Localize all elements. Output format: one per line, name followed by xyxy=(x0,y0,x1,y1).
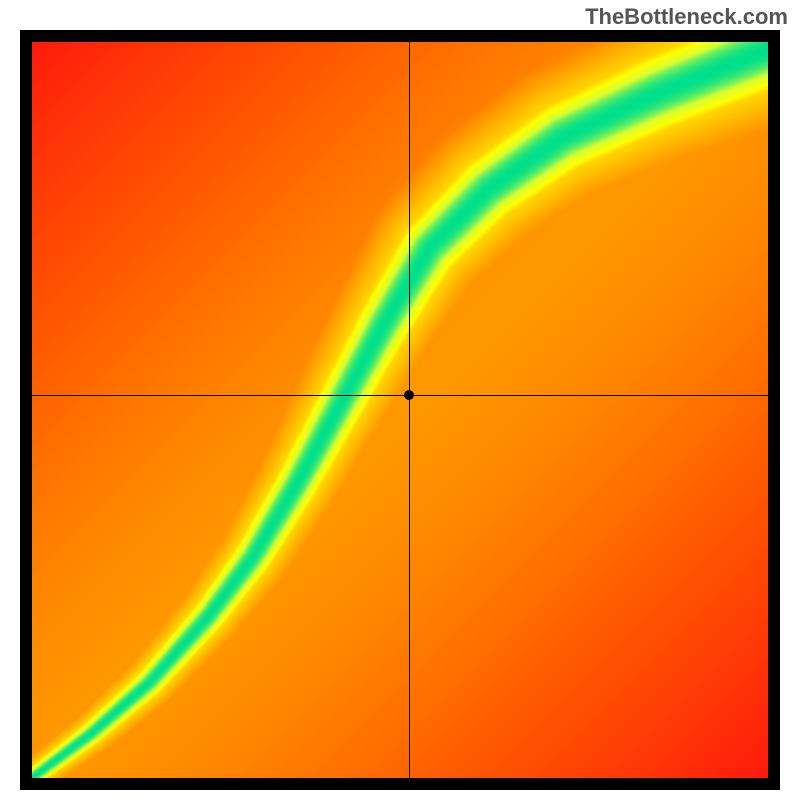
crosshair-horizontal xyxy=(32,395,768,396)
chart-frame xyxy=(20,30,780,790)
plot-area xyxy=(32,42,768,778)
heatmap-canvas xyxy=(32,42,768,778)
crosshair-vertical xyxy=(409,42,410,778)
crosshair-dot xyxy=(404,390,414,400)
watermark-text: TheBottleneck.com xyxy=(585,4,788,30)
container: TheBottleneck.com xyxy=(0,0,800,800)
